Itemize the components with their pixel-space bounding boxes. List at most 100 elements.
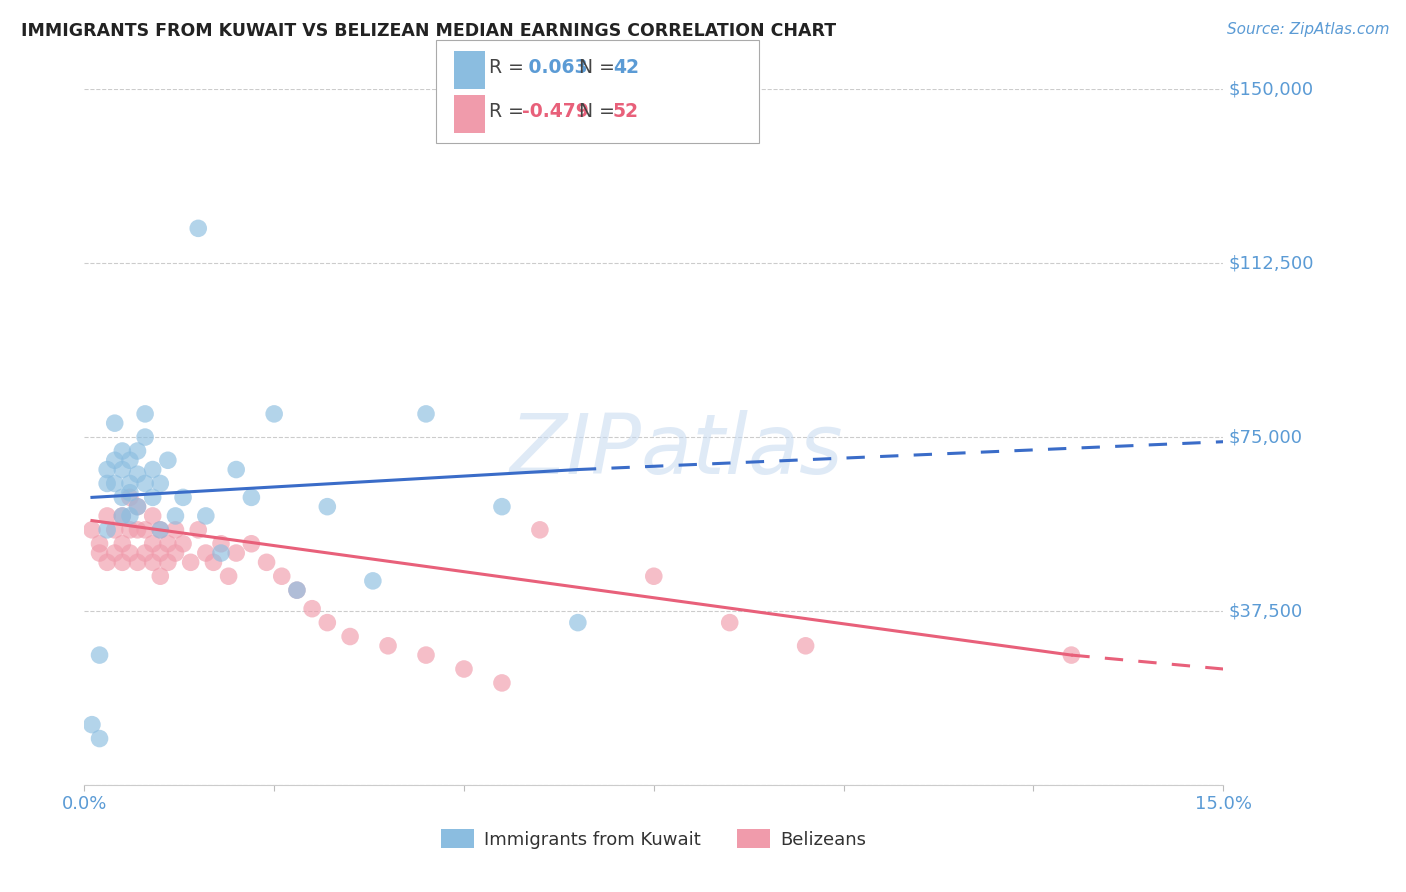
Point — [111, 444, 134, 458]
Point — [127, 500, 149, 514]
Point — [127, 500, 149, 514]
Point — [142, 462, 165, 476]
Point — [270, 569, 292, 583]
Point — [194, 508, 217, 523]
Point — [194, 546, 217, 560]
Point — [111, 491, 134, 505]
Point — [111, 537, 134, 551]
Legend: Immigrants from Kuwait, Belizeans: Immigrants from Kuwait, Belizeans — [434, 822, 873, 856]
Text: Source: ZipAtlas.com: Source: ZipAtlas.com — [1226, 22, 1389, 37]
Point — [225, 462, 247, 476]
Point — [643, 569, 665, 583]
Point — [316, 615, 339, 630]
Point — [256, 555, 278, 569]
Point — [96, 555, 118, 569]
Point — [111, 555, 134, 569]
Text: $150,000: $150,000 — [1229, 80, 1315, 98]
Point — [80, 717, 103, 731]
Point — [285, 583, 308, 598]
Point — [111, 462, 134, 476]
Point — [415, 648, 437, 662]
Point — [142, 555, 165, 569]
Point — [134, 546, 156, 560]
Point — [218, 569, 240, 583]
Point — [118, 523, 141, 537]
Point — [316, 500, 339, 514]
Point — [80, 523, 103, 537]
Point — [96, 462, 118, 476]
Point — [134, 523, 156, 537]
Point — [718, 615, 741, 630]
Text: ZIPatlas: ZIPatlas — [510, 410, 844, 491]
Point — [301, 601, 323, 615]
Point — [127, 555, 149, 569]
Point — [165, 523, 187, 537]
Text: $37,500: $37,500 — [1229, 602, 1303, 620]
Point — [118, 546, 141, 560]
Text: IMMIGRANTS FROM KUWAIT VS BELIZEAN MEDIAN EARNINGS CORRELATION CHART: IMMIGRANTS FROM KUWAIT VS BELIZEAN MEDIA… — [21, 22, 837, 40]
Point — [89, 537, 111, 551]
Point — [127, 467, 149, 482]
Point — [118, 485, 141, 500]
Point — [96, 476, 118, 491]
Point — [134, 407, 156, 421]
Point — [118, 491, 141, 505]
Point — [240, 491, 263, 505]
Point — [149, 569, 172, 583]
Point — [96, 508, 118, 523]
Point — [415, 407, 437, 421]
Point — [149, 476, 172, 491]
Text: 42: 42 — [613, 58, 638, 77]
Point — [225, 546, 247, 560]
Point — [361, 574, 384, 588]
Point — [89, 648, 111, 662]
Point — [165, 508, 187, 523]
Point — [491, 500, 513, 514]
Point — [187, 221, 209, 235]
Point — [127, 523, 149, 537]
Text: 52: 52 — [613, 102, 638, 121]
Point — [134, 476, 156, 491]
Point — [118, 476, 141, 491]
Text: R =: R = — [489, 58, 530, 77]
Point — [134, 430, 156, 444]
Point — [149, 523, 172, 537]
Point — [165, 546, 187, 560]
Text: N =: N = — [567, 58, 620, 77]
Point — [339, 630, 361, 644]
Point — [529, 523, 551, 537]
Point — [104, 416, 127, 430]
Point — [111, 508, 134, 523]
Point — [89, 546, 111, 560]
Point — [156, 453, 179, 467]
Point — [142, 491, 165, 505]
Point — [118, 508, 141, 523]
Point — [142, 537, 165, 551]
Point — [104, 453, 127, 467]
Point — [111, 508, 134, 523]
Point — [156, 555, 179, 569]
Point — [187, 523, 209, 537]
Point — [567, 615, 589, 630]
Text: $112,500: $112,500 — [1229, 254, 1315, 272]
Point — [180, 555, 202, 569]
Point — [149, 546, 172, 560]
Text: $75,000: $75,000 — [1229, 428, 1303, 446]
Point — [89, 731, 111, 746]
Point — [240, 537, 263, 551]
Point — [491, 676, 513, 690]
Point — [96, 523, 118, 537]
Point — [285, 583, 308, 598]
Point — [377, 639, 399, 653]
Text: N =: N = — [567, 102, 620, 121]
Point — [202, 555, 225, 569]
Point — [104, 546, 127, 560]
Point — [209, 546, 232, 560]
Point — [209, 537, 232, 551]
Point — [794, 639, 817, 653]
Point — [453, 662, 475, 676]
Point — [156, 537, 179, 551]
Point — [1060, 648, 1083, 662]
Point — [127, 444, 149, 458]
Point — [104, 523, 127, 537]
